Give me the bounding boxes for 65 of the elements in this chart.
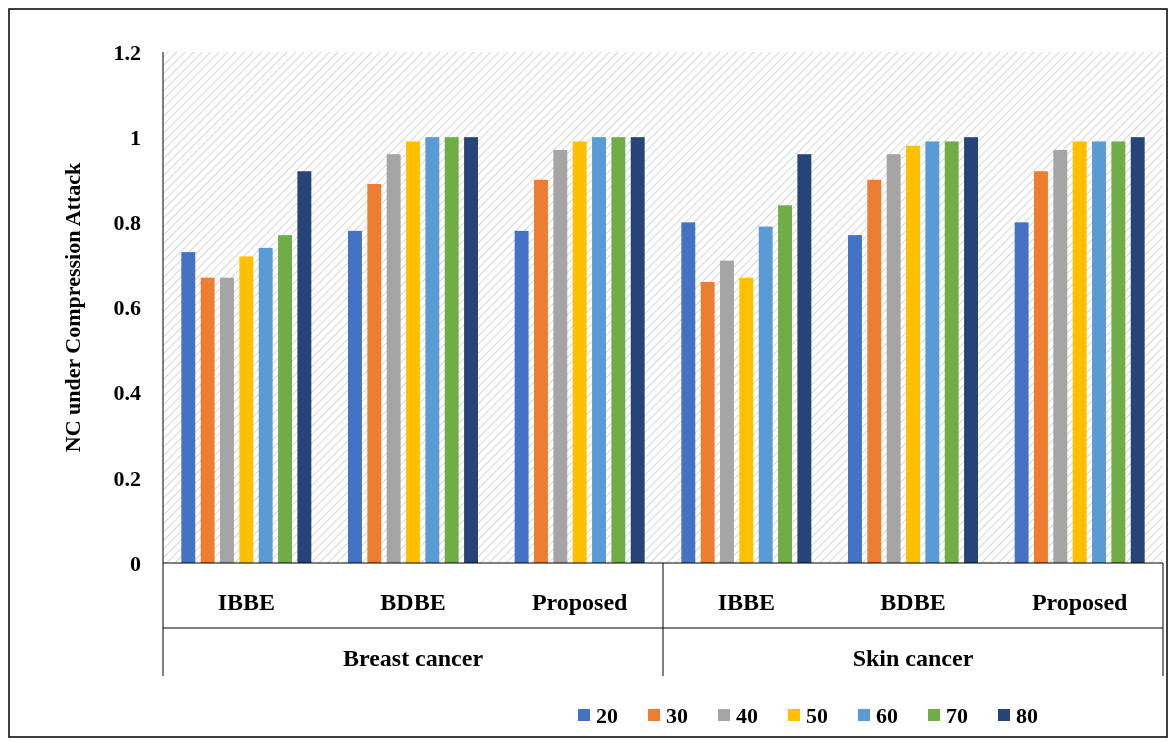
x-tick-label: BDBE bbox=[880, 589, 946, 615]
bar bbox=[1053, 149, 1068, 563]
legend-label: 70 bbox=[946, 702, 968, 728]
legend-label: 60 bbox=[876, 702, 898, 728]
bar bbox=[1014, 222, 1029, 563]
bar bbox=[444, 137, 459, 563]
bar bbox=[406, 141, 420, 563]
legend-label: 20 bbox=[596, 702, 618, 728]
bar bbox=[572, 141, 587, 563]
bar bbox=[906, 145, 920, 563]
bar bbox=[514, 230, 529, 563]
y-tick-label: 1 bbox=[130, 124, 141, 150]
bar bbox=[348, 230, 362, 563]
bar bbox=[925, 141, 940, 563]
y-tick-label: 0.2 bbox=[113, 465, 141, 491]
y-tick-label: 0 bbox=[130, 550, 141, 576]
bar bbox=[425, 137, 440, 563]
x-tick-label: Proposed bbox=[531, 589, 629, 615]
bar bbox=[200, 277, 215, 563]
bar bbox=[720, 260, 734, 563]
bar bbox=[386, 154, 401, 563]
y-tick-label: 0.4 bbox=[113, 380, 141, 406]
bar bbox=[1072, 141, 1087, 563]
legend-label: 40 bbox=[736, 702, 758, 728]
bar bbox=[1111, 141, 1126, 563]
bar bbox=[181, 252, 196, 563]
bar bbox=[886, 154, 901, 563]
bar bbox=[611, 137, 626, 563]
bar bbox=[944, 141, 959, 563]
bar bbox=[681, 222, 696, 563]
y-axis-title: NC under Compression Attack bbox=[60, 161, 85, 453]
legend-label: 30 bbox=[666, 702, 688, 728]
bar bbox=[239, 256, 254, 563]
bar bbox=[630, 137, 645, 563]
bar bbox=[1092, 141, 1106, 563]
bar bbox=[964, 137, 978, 563]
x-tick-label: IBBE bbox=[717, 589, 776, 615]
bar bbox=[739, 277, 754, 563]
bar bbox=[1130, 137, 1145, 563]
bar bbox=[700, 281, 715, 563]
bar bbox=[778, 205, 792, 563]
x-tick-label: BDBE bbox=[380, 589, 446, 615]
bar bbox=[592, 137, 606, 563]
y-tick-label: 0.8 bbox=[113, 210, 141, 236]
legend-label: 50 bbox=[806, 702, 828, 728]
bar bbox=[1034, 171, 1048, 563]
bar bbox=[758, 226, 773, 563]
bar bbox=[258, 247, 273, 563]
bar bbox=[553, 149, 568, 563]
bar bbox=[534, 179, 548, 563]
bar bbox=[867, 179, 882, 563]
bar bbox=[278, 235, 292, 563]
bar bbox=[297, 171, 312, 563]
bar bbox=[797, 154, 812, 563]
x-tick-label: Proposed bbox=[1031, 589, 1129, 615]
y-tick-label: 1.2 bbox=[113, 39, 141, 65]
bar bbox=[848, 235, 862, 563]
text: Breast cancer bbox=[342, 645, 484, 671]
bar bbox=[220, 277, 234, 563]
y-tick-label: 0.6 bbox=[113, 295, 141, 321]
bar bbox=[367, 184, 382, 563]
x-tick-label: IBBE bbox=[217, 589, 276, 615]
legend-label: 80 bbox=[1016, 702, 1038, 728]
text: Skin cancer bbox=[852, 645, 974, 671]
bar bbox=[464, 137, 478, 563]
